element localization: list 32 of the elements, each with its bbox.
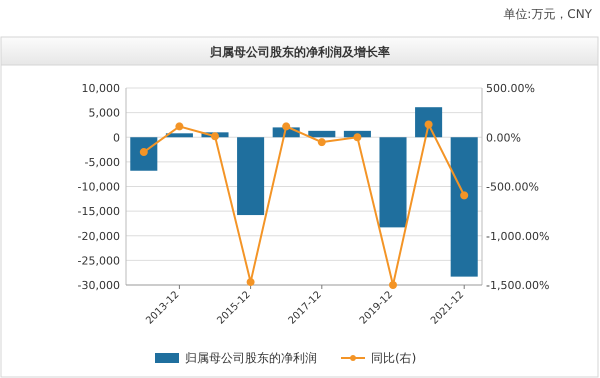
y2-tick-label: 500.00% — [486, 82, 535, 95]
legend-label: 归属母公司股东的净利润 — [185, 351, 317, 365]
y2-tick-label: 0.00% — [486, 131, 521, 144]
text: 单位:万元，CNY — [503, 7, 593, 21]
y-tick-label: 5,000 — [88, 106, 120, 120]
point — [175, 122, 184, 130]
point — [211, 132, 219, 140]
point — [460, 191, 468, 200]
y-tick-label: -15,000 — [78, 205, 120, 218]
point — [282, 122, 290, 130]
y-tick-label: -10,000 — [78, 180, 120, 194]
bar — [166, 133, 193, 138]
y-tick-label: 10,000 — [82, 82, 120, 95]
y-tick-label: -25,000 — [78, 254, 120, 268]
chart-title: 归属母公司股东的净利润及增长率 — [209, 45, 390, 59]
bar — [379, 137, 407, 228]
y2-tick-label: -500.00% — [486, 180, 539, 194]
bar — [308, 130, 336, 138]
point — [318, 138, 326, 146]
point — [353, 133, 362, 142]
bar — [130, 137, 158, 171]
y2-tick-label: -1,000.00% — [486, 230, 550, 243]
bar — [450, 137, 478, 277]
bar — [237, 137, 264, 216]
point — [389, 281, 397, 289]
y2-tick-label: -1,500.00% — [486, 279, 550, 292]
y-tick-label: 0 — [113, 131, 120, 144]
legend-label: 同比(右) — [371, 351, 416, 365]
y-tick-label: -30,000 — [78, 279, 120, 292]
y-tick-label: -5,000 — [84, 156, 120, 169]
point — [246, 278, 255, 286]
y-tick-label: -20,000 — [78, 230, 120, 243]
